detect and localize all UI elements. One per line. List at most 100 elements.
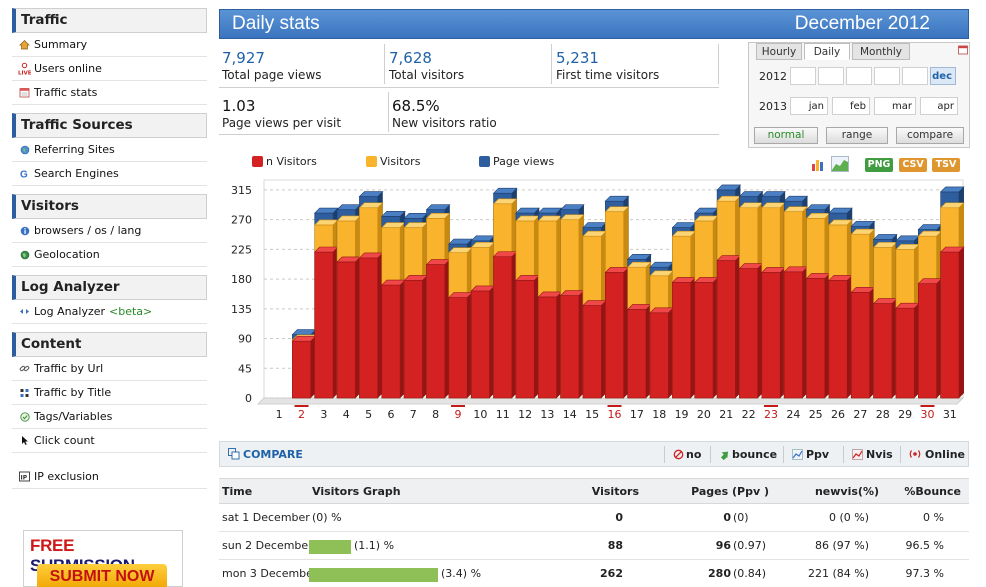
- bar-top-visitors: [783, 206, 809, 213]
- link-icon: [18, 362, 31, 375]
- bar-top-page-views: [313, 207, 339, 214]
- calendar-close-icon[interactable]: [958, 45, 968, 58]
- sidebar-item-search-engines[interactable]: G Search Engines: [12, 162, 207, 186]
- bar-top-visitors: [425, 213, 451, 219]
- x-tick-label: 7: [410, 408, 417, 421]
- y-tick-label: 315: [231, 184, 252, 197]
- month-cell[interactable]: [790, 67, 816, 85]
- grid-icon: [18, 386, 31, 399]
- sidebar-item-geolocation[interactable]: Geolocation: [12, 243, 207, 267]
- submit-now-button[interactable]: SUBMIT NOW: [37, 564, 167, 587]
- month-cell[interactable]: [846, 67, 872, 85]
- compare-option-online[interactable]: Online: [925, 448, 966, 461]
- bar-top-page-views: [939, 186, 965, 193]
- sidebar-item-referring-sites[interactable]: Referring Sites: [12, 138, 207, 162]
- sidebar-item-users-online[interactable]: LIVE Users online: [12, 57, 207, 81]
- tab-monthly[interactable]: Monthly: [852, 43, 910, 60]
- cell-pages: 280: [708, 567, 731, 580]
- sidebar-item-browsers-os-lang[interactable]: browsers / os / lang: [12, 219, 207, 243]
- cell-ppv: (0): [733, 511, 749, 524]
- title-bar: Daily stats December 2012: [219, 9, 969, 39]
- sidebar-item-traffic-by-url[interactable]: Traffic by Url: [12, 357, 207, 381]
- export-png-button[interactable]: PNG: [865, 158, 893, 172]
- compare-link[interactable]: COMPARE: [243, 448, 303, 461]
- table-row[interactable]: sun 2 December (1.1) % 88 96 (0.97) 86 (…: [219, 532, 969, 560]
- x-tick-label: 19: [675, 408, 689, 421]
- cell-graph-pct: (1.1) %: [354, 539, 395, 552]
- bar-n-visitors: [828, 280, 848, 399]
- bar-top-page-views: [448, 238, 473, 245]
- mode-range-button[interactable]: range: [826, 127, 888, 144]
- column-header-newvis[interactable]: newvis(%): [814, 485, 879, 498]
- table-body: sat 1 December (0) % 0 0 (0) 0 (0 %) 0 %…: [219, 504, 969, 587]
- sidebar-item-traffic-stats[interactable]: Traffic stats: [12, 81, 207, 105]
- sidebar-item-traffic-by-title[interactable]: Traffic by Title: [12, 381, 207, 405]
- month-cell[interactable]: [902, 67, 928, 85]
- x-tick-label: 4: [343, 408, 350, 421]
- tab-hourly[interactable]: Hourly: [756, 43, 802, 60]
- bar-n-visitors: [761, 272, 781, 399]
- sidebar: Traffic Summary LIVE Users online Traffi…: [12, 8, 207, 489]
- month-cell[interactable]: [818, 67, 844, 85]
- compare-option-no[interactable]: no: [686, 448, 702, 461]
- cursor-icon: [18, 434, 31, 447]
- stat-label: New visitors ratio: [392, 116, 497, 130]
- bounce-icon: [719, 449, 730, 463]
- sidebar-item-click-count[interactable]: Click count: [12, 429, 207, 453]
- legend-page-views[interactable]: Page views: [479, 155, 554, 168]
- bar-n-visitors: [493, 256, 513, 399]
- bar-n-visitors: [918, 283, 937, 399]
- bar-chart-toggle-icon[interactable]: [811, 156, 827, 175]
- home-icon: [18, 38, 31, 51]
- divider: [843, 446, 844, 463]
- bar-top-page-views: [783, 195, 809, 202]
- sidebar-item-summary[interactable]: Summary: [12, 33, 207, 57]
- x-tick-label: 26: [831, 408, 845, 421]
- month-cell-apr[interactable]: apr: [920, 97, 958, 115]
- export-tsv-button[interactable]: TSV: [932, 158, 960, 172]
- sidebar-item-label: Log Analyzer: [34, 304, 106, 318]
- month-cell-dec[interactable]: dec: [930, 67, 956, 85]
- compare-option-nvis[interactable]: Nvis: [866, 448, 893, 461]
- column-header-pages[interactable]: Pages (Ppv ): [691, 485, 769, 498]
- column-header-bounce[interactable]: %Bounce: [904, 485, 961, 498]
- column-header-visitors[interactable]: Visitors: [591, 485, 639, 498]
- month-cell-mar[interactable]: mar: [874, 97, 916, 115]
- section-header-traffic: Traffic: [12, 8, 207, 33]
- export-csv-button[interactable]: CSV: [899, 158, 927, 172]
- tab-daily[interactable]: Daily: [804, 43, 850, 60]
- cell-graph-pct: (3.4) %: [441, 567, 482, 580]
- sidebar-item-ip-exclusion[interactable]: IP IP exclusion: [12, 465, 207, 489]
- ppv-icon: [792, 449, 803, 463]
- sidebar-item-log-analyzer[interactable]: Log Analyzer <beta>: [12, 300, 207, 324]
- calendar-icon: [18, 86, 31, 99]
- compare-option-ppv[interactable]: Ppv: [806, 448, 830, 461]
- page-title: Daily stats: [232, 13, 320, 34]
- online-icon: [907, 448, 923, 463]
- mode-compare-button[interactable]: compare: [896, 127, 964, 144]
- divider: [388, 92, 389, 132]
- column-header-time[interactable]: Time: [222, 485, 253, 498]
- bar-n-visitors: [672, 282, 692, 399]
- bar-n-visitors: [783, 271, 803, 399]
- area-chart-toggle-icon[interactable]: [831, 156, 849, 175]
- free-submission-banner[interactable]: FREE SUBMISSION SUBMIT NOW: [23, 530, 183, 587]
- column-header-visitors-graph: Visitors Graph: [312, 485, 401, 498]
- date-picker: Hourly Daily Monthly 2012 dec 2013 jan f…: [748, 42, 970, 148]
- bar-n-visitors: [940, 251, 960, 399]
- period-title: December 2012: [794, 13, 930, 34]
- bar-top-page-views: [761, 191, 786, 197]
- bar-n-visitors: [314, 251, 334, 399]
- table-row[interactable]: sat 1 December (0) % 0 0 (0) 0 (0 %) 0 %: [219, 504, 969, 532]
- legend-visitors[interactable]: Visitors: [366, 155, 420, 168]
- x-tick-label: 29: [898, 408, 912, 421]
- stat-page-views-per-visit: 1.03 Page views per visit: [222, 97, 341, 130]
- legend-n-visitors[interactable]: n Visitors: [252, 155, 317, 168]
- table-row[interactable]: mon 3 December (3.4) % 262 280 (0.84) 22…: [219, 560, 969, 587]
- month-cell[interactable]: [874, 67, 900, 85]
- month-cell-feb[interactable]: feb: [832, 97, 870, 115]
- mode-normal-button[interactable]: normal: [754, 127, 818, 144]
- sidebar-item-tags-variables[interactable]: Tags/Variables: [12, 405, 207, 429]
- compare-option-bounce[interactable]: bounce: [732, 448, 778, 461]
- month-cell-jan[interactable]: jan: [790, 97, 828, 115]
